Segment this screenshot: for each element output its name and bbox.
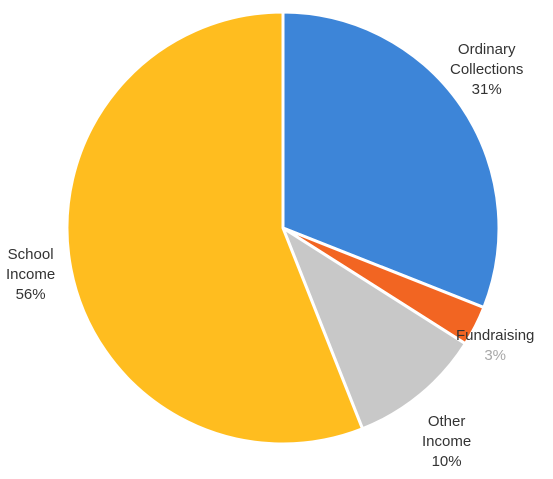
label-other-income: Other Income 10% bbox=[422, 412, 471, 472]
label-fundraising: Fundraising 3% bbox=[456, 326, 534, 366]
label-line: Ordinary bbox=[457, 41, 516, 58]
label-percent: 3% bbox=[484, 347, 507, 364]
label-line: School bbox=[7, 246, 54, 263]
label-line: Fundraising bbox=[456, 327, 535, 344]
label-line: Other bbox=[427, 413, 466, 430]
label-line: Income bbox=[422, 433, 472, 450]
slice-other-income bbox=[279, 224, 468, 431]
label-school-income: School Income 56% bbox=[6, 245, 55, 305]
label-ordinary-collections: Ordinary Collections 31% bbox=[450, 40, 523, 100]
label-percent: 56% bbox=[15, 286, 46, 303]
label-line: Income bbox=[6, 266, 56, 283]
label-percent: 31% bbox=[471, 81, 502, 98]
slice-school-income bbox=[65, 10, 365, 446]
label-percent: 10% bbox=[431, 453, 462, 470]
label-line: Collections bbox=[450, 61, 524, 78]
slice-ordinary-collections bbox=[281, 10, 501, 310]
